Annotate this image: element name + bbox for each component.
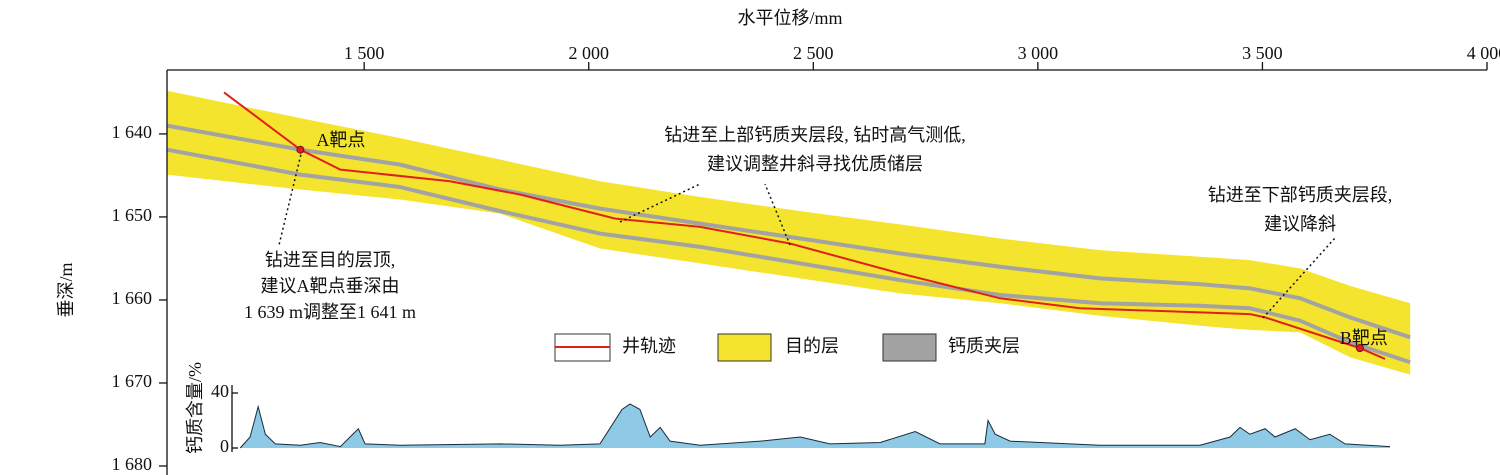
x-tick-label: 1 500 xyxy=(344,43,385,63)
target-point xyxy=(1355,344,1364,353)
y-tick-label: 1 650 xyxy=(112,205,153,225)
annotation-text: 钻进至下部钙质夹层段, xyxy=(1208,185,1393,205)
annotation-text: 钻进至上部钙质夹层段, 钻时高气测低, xyxy=(664,125,966,145)
leader-line xyxy=(278,149,303,246)
x-tick-label: 2 500 xyxy=(793,43,834,63)
x-tick-label: 3 500 xyxy=(1242,43,1283,63)
legend-swatch xyxy=(717,333,772,362)
x-tick-label: 2 000 xyxy=(568,43,609,63)
annotation-text: 建议降斜 xyxy=(1264,214,1336,234)
inset-y-axis-title: 钙质含量/% xyxy=(185,362,205,454)
y-tick-label: 1 680 xyxy=(112,454,153,474)
calcium-line xyxy=(239,403,1391,449)
y-tick-label: 1 640 xyxy=(112,122,153,142)
x-tick-label: 3 000 xyxy=(1018,43,1059,63)
calcium-area xyxy=(240,404,1390,448)
leader-line xyxy=(764,183,791,246)
target-point xyxy=(296,145,305,154)
legend-label: 井轨迹 xyxy=(622,336,676,356)
legend: 井轨迹 目的层 钙质夹层 xyxy=(554,333,1020,362)
y-axis-title: 垂深/m xyxy=(56,262,76,317)
annotation-text: 建议调整井斜寻找优质储层 xyxy=(707,154,923,174)
annotation-text: 1 639 m调整至1 641 m xyxy=(244,302,416,322)
inset-y-tick-label: 40 xyxy=(211,381,229,401)
y-tick-label: 1 670 xyxy=(112,371,153,391)
annotation-text: 钻进至目的层顶, xyxy=(265,250,396,270)
legend-label: 目的层 xyxy=(785,336,839,356)
legend-label: 钙质夹层 xyxy=(948,336,1020,356)
x-axis-title: 水平位移/mm xyxy=(737,8,842,28)
annotation-text: 建议A靶点垂深由 xyxy=(261,276,400,296)
target-label: B靶点 xyxy=(1340,328,1388,348)
y-tick-label: 1 660 xyxy=(112,288,153,308)
interlayer-line xyxy=(166,147,1411,365)
target-label: A靶点 xyxy=(316,130,365,150)
inset-y-tick-label: 0 xyxy=(220,436,229,456)
x-tick-label: 4 000 xyxy=(1467,43,1500,63)
legend-swatch xyxy=(882,333,937,362)
